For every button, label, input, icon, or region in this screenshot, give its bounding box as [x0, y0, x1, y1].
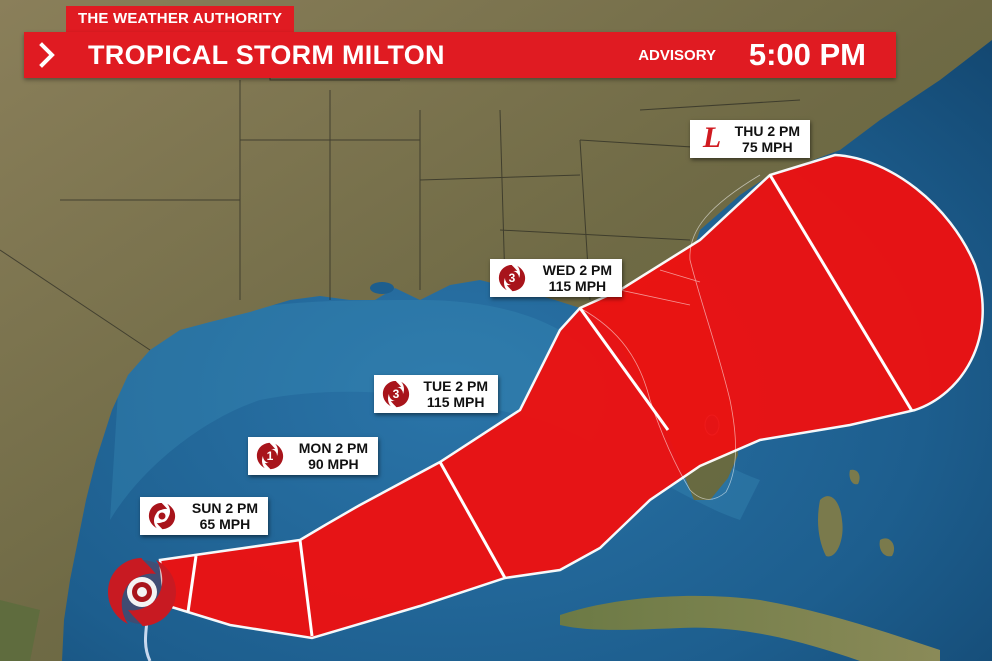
landmass-cuba: [560, 595, 940, 661]
forecast-time: MON 2 PM: [298, 440, 368, 456]
tropical-storm-icon: [148, 502, 176, 530]
forecast-wind: 115 MPH: [426, 394, 485, 410]
current-position-storm-icon: [108, 558, 176, 626]
station-brand: THE WEATHER AUTHORITY: [66, 6, 295, 32]
hurricane-icon: 3: [382, 380, 410, 408]
hurricane-icon: 1: [256, 442, 284, 470]
forecast-label-mon: 1 MON 2 PM 90 MPH: [248, 437, 378, 475]
hurricane-category: 1: [266, 449, 274, 463]
advisory-label: ADVISORY: [638, 47, 716, 64]
forecast-wind: 65 MPH: [199, 516, 251, 532]
forecast-wind: 75 MPH: [742, 139, 793, 155]
forecast-cone: [158, 153, 984, 640]
advisory-time: 5:00 PM: [748, 37, 866, 72]
title-bar: TROPICAL STORM MILTON ADVISORY 5:00 PM: [24, 32, 896, 78]
storm-title: TROPICAL STORM MILTON: [88, 40, 445, 70]
forecast-label-tue: 3 TUE 2 PM 115 MPH: [374, 375, 498, 413]
hurricane-category: 3: [508, 271, 516, 285]
forecast-time: WED 2 PM: [542, 262, 612, 278]
hurricane-icon: 3: [498, 264, 526, 292]
forecast-time: TUE 2 PM: [423, 378, 488, 394]
forecast-label-sun: SUN 2 PM 65 MPH: [140, 497, 268, 535]
forecast-wind: 115 MPH: [548, 278, 607, 294]
forecast-time: THU 2 PM: [734, 123, 800, 139]
hurricane-category: 3: [392, 387, 400, 401]
forecast-time: SUN 2 PM: [191, 500, 258, 516]
forecast-label-wed: 3 WED 2 PM 115 MPH: [490, 259, 622, 297]
low-pressure-icon: L: [702, 121, 722, 154]
chevron-right-icon: [39, 42, 55, 68]
forecast-wind: 90 MPH: [308, 456, 359, 472]
forecast-label-thu: L THU 2 PM 75 MPH: [690, 120, 810, 158]
